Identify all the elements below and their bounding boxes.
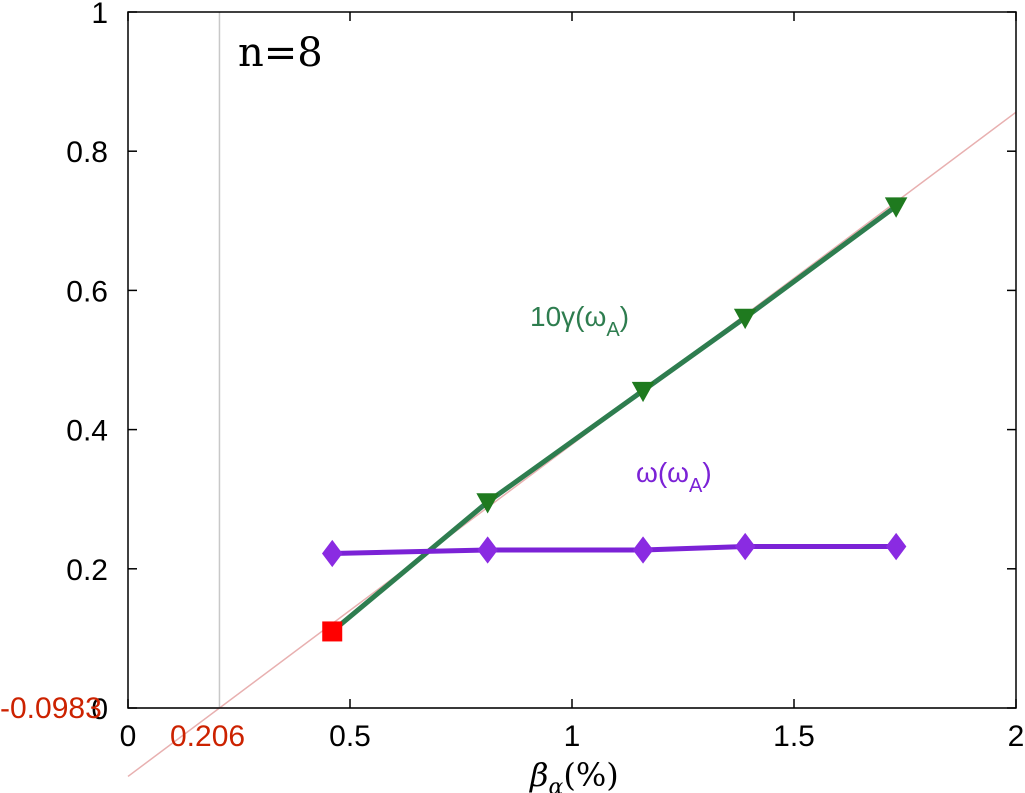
y-tick-label: 0.6: [66, 275, 108, 308]
series-label-growth-close: ): [620, 301, 629, 332]
frequency-marker: [734, 532, 756, 561]
frequency-marker: [321, 539, 343, 568]
frequency-line: [332, 544, 897, 556]
x-intercept-label: 0.206: [170, 720, 245, 753]
growth-marker: [476, 493, 499, 514]
x-tick-label: 2: [1008, 720, 1025, 753]
y-tick-label: 0.2: [66, 554, 108, 587]
tick-layer: 0 0.5 1 1.5 2 0 0.2 0.4 0.6 0.8 1: [66, 0, 1024, 753]
y-tick-label: 0.8: [66, 136, 108, 169]
series-label-growth-main: 10γ(ω: [530, 301, 606, 332]
series-label-growth: 10γ(ωA): [530, 301, 629, 341]
growth-marker: [884, 197, 908, 218]
x-axis-title: βα(%): [529, 756, 619, 793]
x-tick-label: 0.5: [329, 720, 371, 753]
series-label-growth-sub: A: [606, 319, 620, 341]
growth-marker: [631, 381, 655, 403]
series-layer: [321, 197, 908, 642]
y-tick-label: 0.4: [66, 415, 108, 448]
y-intercept-label: -0.0983: [0, 692, 102, 725]
x-axis-title-sub: α: [549, 775, 564, 793]
growth-marker: [733, 308, 757, 330]
growth-rate-line: [330, 204, 898, 634]
frequency-marker: [632, 536, 654, 564]
series-label-frequency-close: ): [702, 457, 711, 488]
extrapolated-point-marker: [322, 621, 343, 642]
x-tick-label: 0: [120, 720, 137, 753]
frequency-marker: [477, 536, 498, 564]
x-axis-title-rest: (%): [563, 756, 618, 793]
x-tick-label: 1: [564, 720, 581, 753]
x-tick-label: 1.5: [773, 720, 815, 753]
x-axis-title-main: β: [529, 756, 549, 793]
series-label-frequency-main: ω(ω: [636, 457, 689, 488]
series-label-frequency: ω(ωA): [636, 457, 712, 497]
series-label-frequency-sub: A: [689, 475, 703, 497]
y-tick-label: 1: [91, 0, 108, 30]
y-tick-label: 0: [91, 693, 108, 726]
panel-label: n=8: [238, 30, 323, 76]
plot-frame: [127, 11, 1017, 709]
frequency-marker: [885, 532, 907, 561]
